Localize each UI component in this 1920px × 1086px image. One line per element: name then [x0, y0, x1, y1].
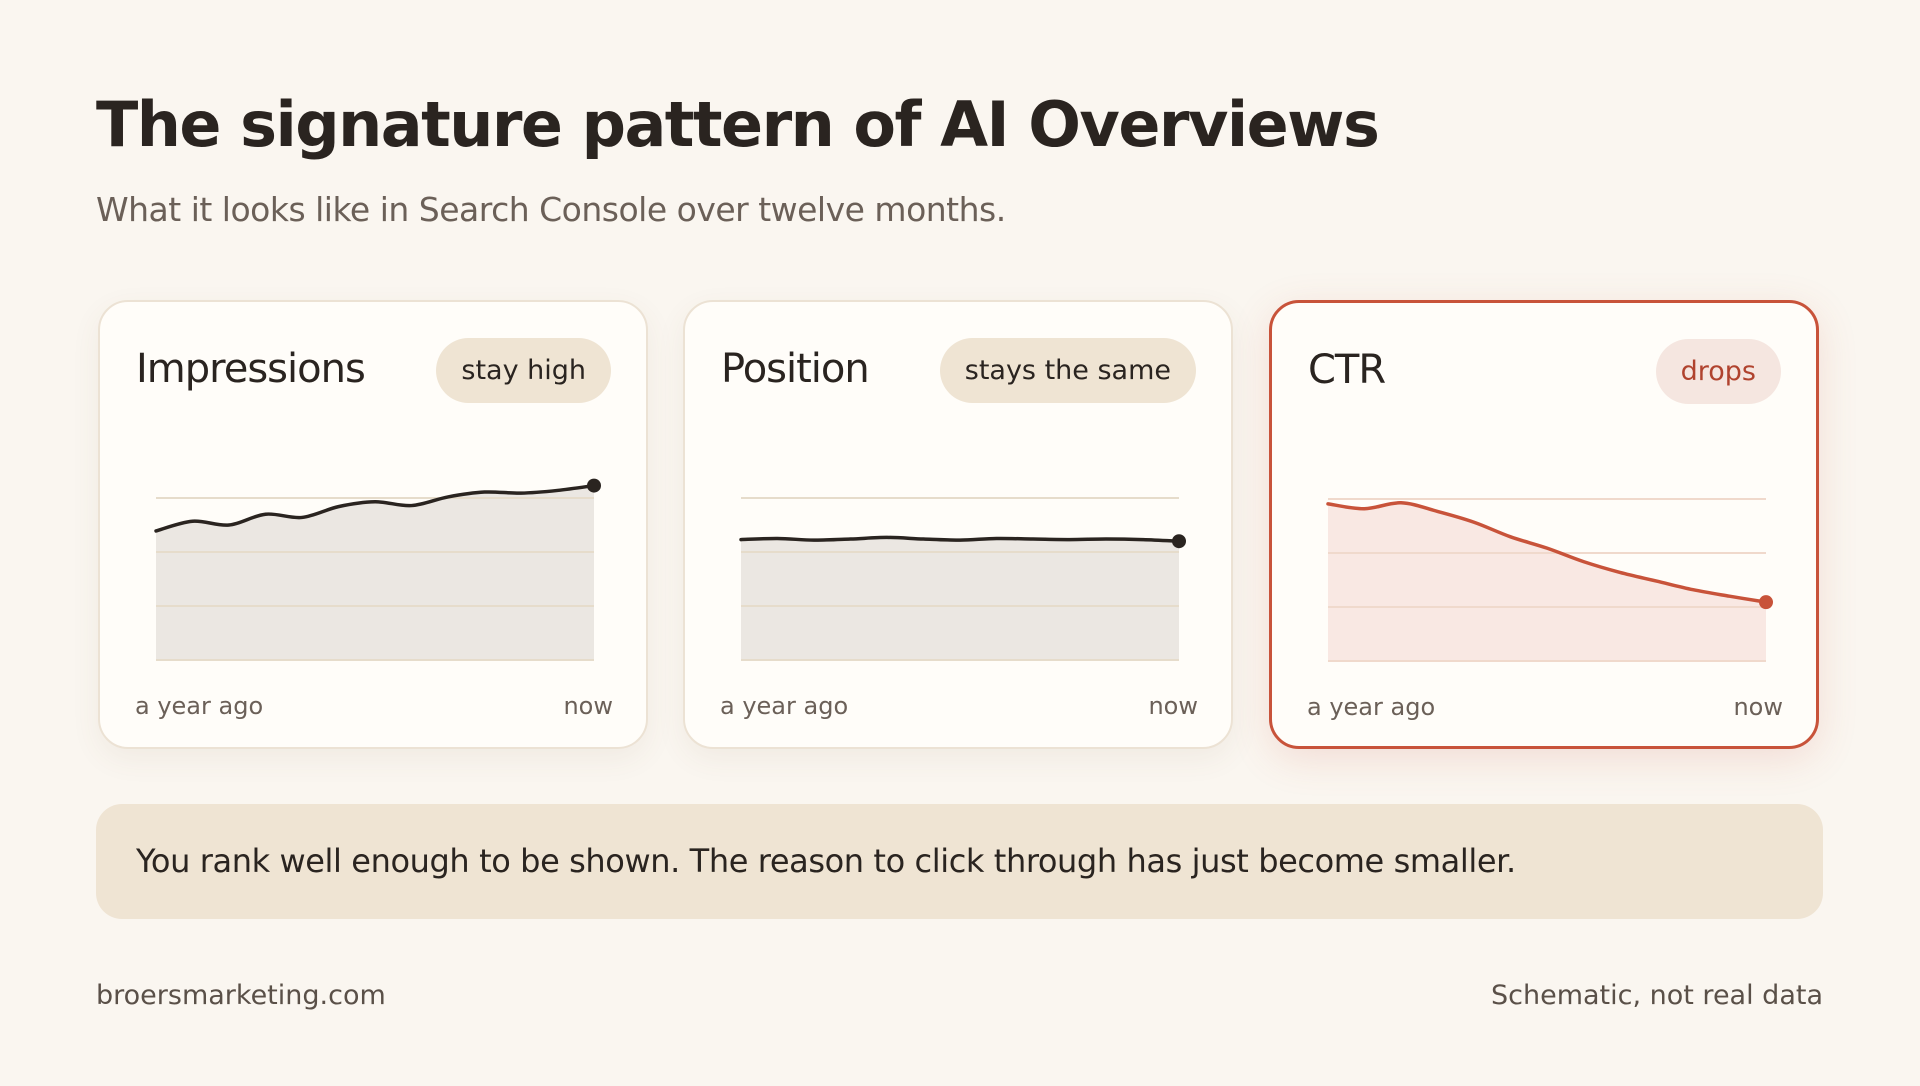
area [741, 537, 1179, 660]
end-dot [587, 478, 601, 493]
x-label: now [1148, 692, 1198, 720]
line [154, 483, 596, 533]
x-label: now [563, 692, 613, 720]
card-title: CTR [1308, 347, 1386, 393]
footer-left: broersmarketing.com [96, 980, 386, 1011]
end-dot [1172, 534, 1186, 549]
end-dot [1759, 595, 1773, 610]
line [739, 535, 1181, 543]
sparkline [739, 497, 1186, 661]
sparkline [1326, 498, 1773, 662]
badge: stay high [436, 338, 611, 403]
line [1326, 501, 1768, 604]
x-label: a year ago [135, 692, 264, 720]
metric-card: CTR drops a year ago now [1269, 300, 1819, 749]
sparkline [154, 478, 601, 661]
footer-right: Schematic, not real data [1490, 980, 1823, 1011]
badge: stays the same [939, 338, 1196, 403]
metric-card: Impressions stay high a year ago now [98, 300, 648, 749]
subtitle: What it looks like in Search Console ove… [96, 190, 1006, 229]
x-label: a year ago [1307, 693, 1436, 721]
area [1328, 502, 1766, 661]
card-title: Position [721, 346, 870, 392]
metric-card: Position stays the same a year ago now [683, 300, 1233, 749]
badge: drops [1655, 339, 1781, 404]
card-title: Impressions [136, 346, 366, 392]
note: You rank well enough to be shown. The re… [96, 804, 1823, 919]
x-label: a year ago [720, 692, 849, 720]
area [156, 485, 594, 660]
x-label: now [1733, 693, 1783, 721]
title: The signature pattern of AI Overviews [96, 88, 1380, 161]
